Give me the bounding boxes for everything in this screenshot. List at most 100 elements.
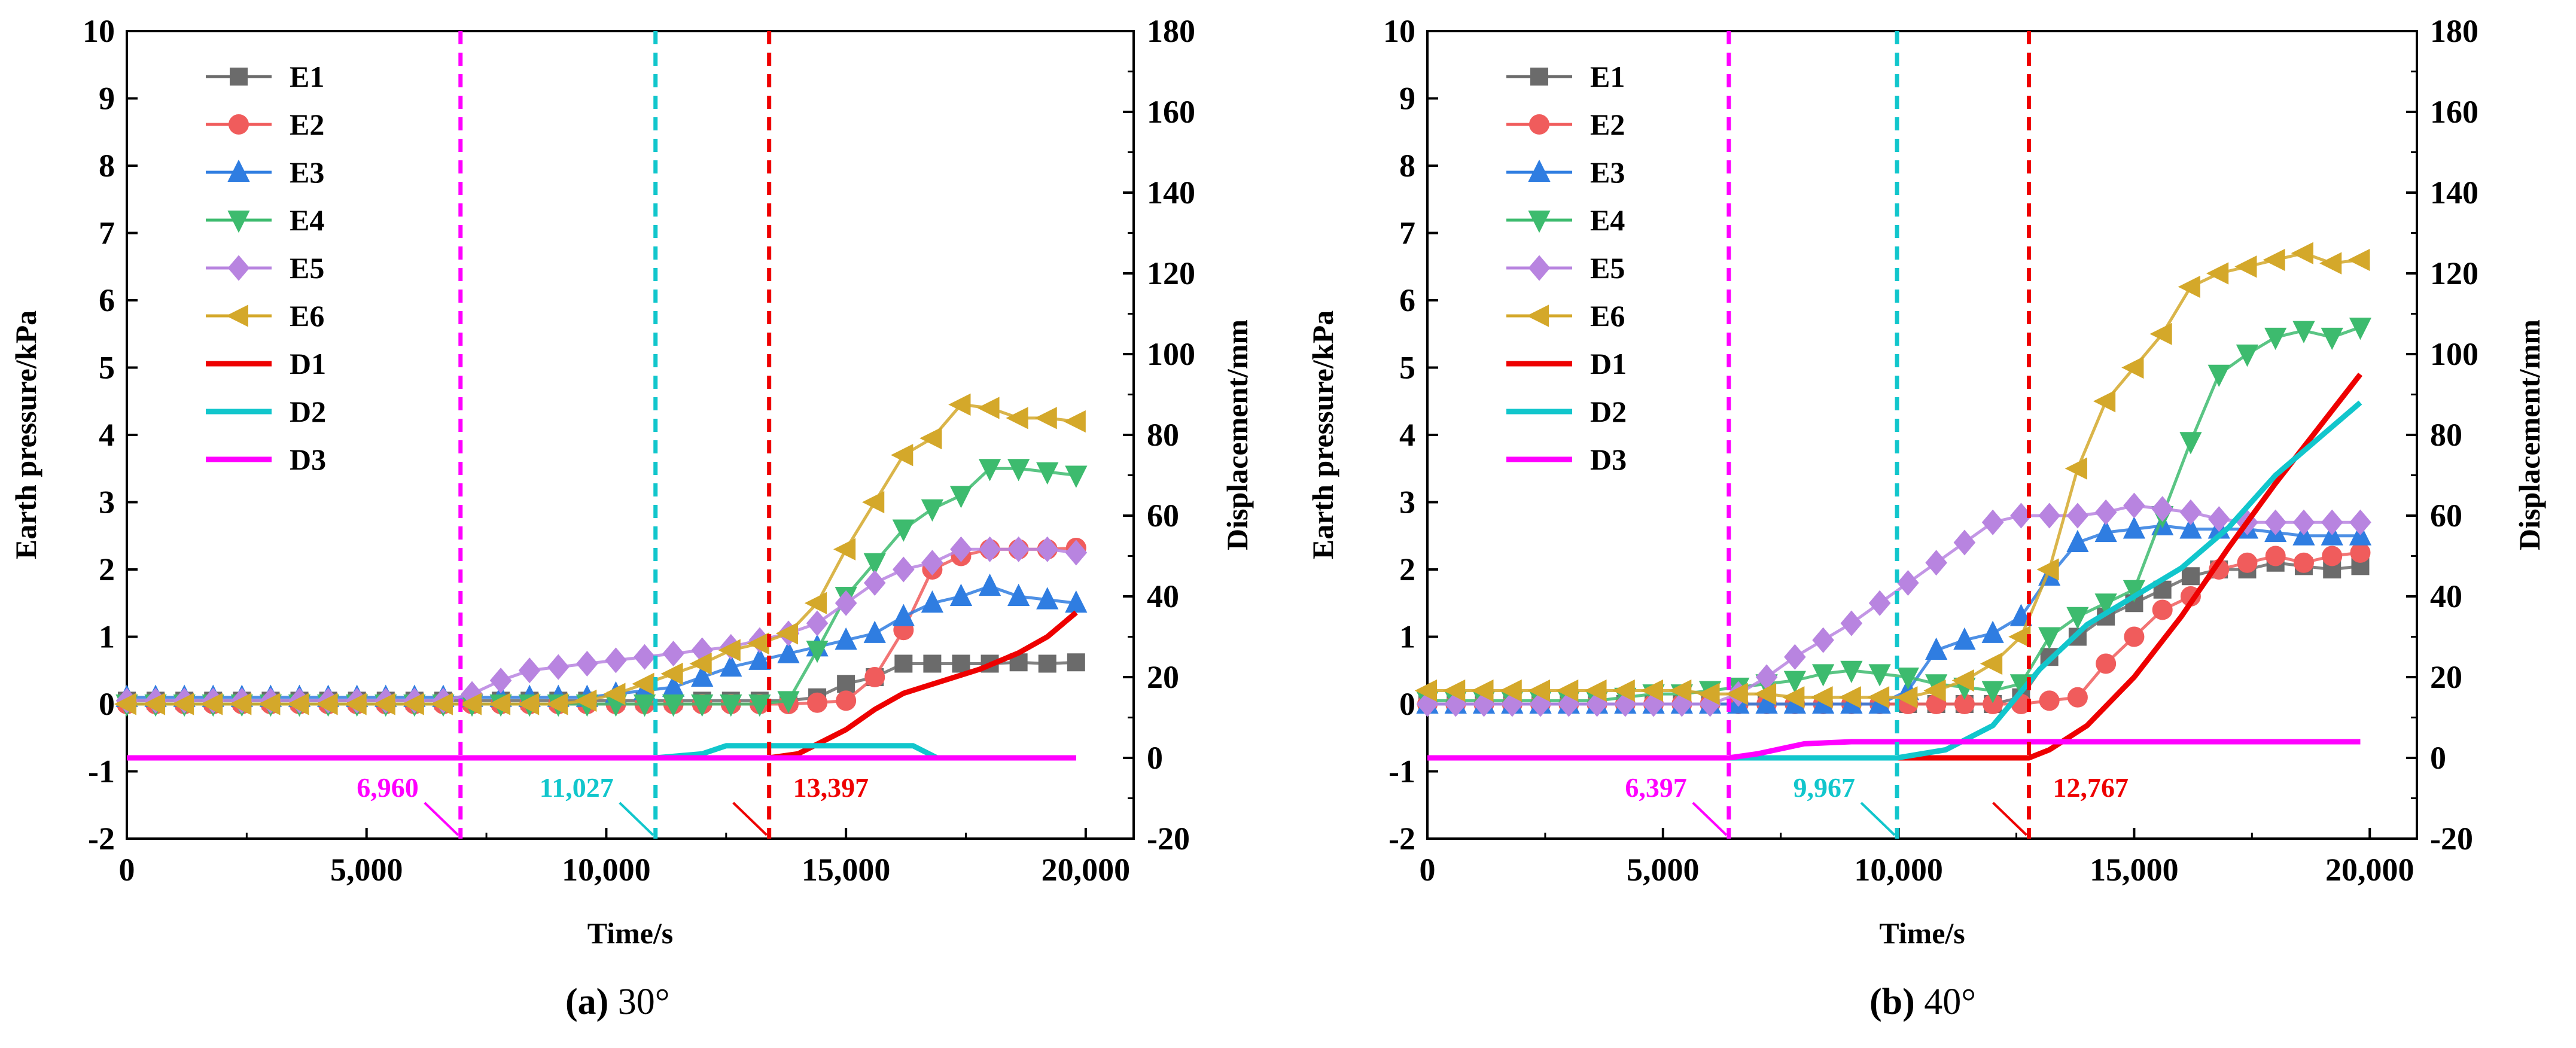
series-E3	[115, 573, 1088, 707]
y2-tick-label: 120	[1147, 255, 1195, 291]
vline-label-1: 11,027	[540, 772, 614, 803]
point-E6	[689, 652, 712, 675]
y2-tick-label: 60	[2430, 498, 2462, 534]
point-E6	[1810, 686, 1833, 709]
point-E5	[576, 650, 598, 677]
series-E5	[115, 536, 1088, 714]
legend-label-E6: E6	[1590, 299, 1625, 333]
point-E6	[1866, 686, 1890, 709]
legend-label-E4: E4	[1590, 203, 1625, 237]
point-E5	[605, 647, 627, 674]
point-E4	[2038, 627, 2061, 650]
y2-tick-label: 60	[1147, 498, 1179, 534]
y-tick-label: 3	[99, 485, 115, 520]
point-E3	[949, 583, 973, 606]
y2-tick-label: 180	[2430, 13, 2478, 49]
series-line-E5	[1427, 504, 2361, 706]
legend-item-E3: E3	[1506, 156, 1625, 189]
y2-tick-label: 80	[2430, 417, 2462, 453]
point-E6	[2178, 275, 2200, 298]
y-tick-label: 4	[1399, 417, 1415, 453]
point-E4	[691, 694, 714, 717]
y-tick-label: 5	[99, 350, 115, 386]
point-E5	[1868, 590, 1891, 616]
point-E5	[863, 569, 886, 596]
legend-item-E2: E2	[1506, 108, 1625, 141]
point-E2	[2237, 552, 2258, 573]
point-E3	[2094, 519, 2117, 543]
point-E6	[1612, 679, 1635, 702]
point-E3	[1036, 587, 1059, 610]
point-E5	[950, 536, 972, 562]
point-E1	[923, 654, 942, 673]
point-E5	[1897, 569, 1919, 596]
point-E4	[1868, 664, 1891, 687]
legend-marker-E3	[227, 159, 250, 182]
y-tick-label: 3	[1399, 485, 1415, 520]
point-E5	[662, 641, 684, 667]
point-E6	[2206, 262, 2229, 285]
y-tick-label: 4	[99, 417, 115, 453]
y-tick-label: -2	[88, 821, 115, 857]
point-E4	[2066, 607, 2089, 629]
y-tick-label: -2	[1389, 821, 1415, 857]
point-E6	[718, 639, 741, 662]
point-E6	[1669, 679, 1692, 702]
point-E6	[1443, 679, 1466, 702]
legend-label-D1: D1	[1590, 347, 1627, 380]
x-tick-label: 0	[1420, 852, 1436, 888]
point-E6	[229, 693, 252, 715]
y-axis-title: Earth pressure/kPa	[9, 310, 42, 559]
y2-tick-label: 20	[2430, 659, 2462, 695]
y-tick-label: 9	[99, 81, 115, 117]
point-E6	[1697, 683, 1720, 705]
series-E4	[1416, 318, 2372, 714]
y-tick-label: -1	[1389, 754, 1415, 790]
legend-marker-E4	[1528, 211, 1551, 233]
point-E2	[2293, 552, 2314, 573]
legend-item-D3: D3	[206, 443, 326, 476]
legend-marker-E6	[226, 304, 248, 327]
point-E6	[1725, 683, 1748, 705]
y2-tick-label: 120	[2430, 255, 2478, 291]
vline-pointer-0	[1692, 802, 1728, 836]
point-E3	[835, 627, 857, 650]
point-E6	[1414, 679, 1437, 702]
series-D1	[127, 610, 1078, 761]
y-tick-label: 2	[99, 552, 115, 587]
point-E6	[287, 693, 309, 715]
point-E4	[1007, 459, 1030, 482]
point-E6	[833, 538, 856, 560]
legend-item-D2: D2	[206, 395, 326, 428]
point-E6	[1556, 679, 1579, 702]
point-E3	[1065, 590, 1088, 613]
legend-label-E4: E4	[290, 203, 324, 237]
y-tick-label: 2	[1399, 552, 1415, 587]
point-E3	[2009, 604, 2033, 626]
point-E6	[2065, 457, 2087, 480]
point-E2	[2067, 687, 2088, 708]
y2-tick-label: 0	[1147, 740, 1163, 776]
point-E4	[633, 694, 656, 717]
point-E1	[952, 654, 970, 673]
legend-marker-E2	[229, 114, 249, 135]
point-E6	[1063, 410, 1086, 433]
legend-marker-E6	[1526, 304, 1549, 327]
vline-label-0: 6,397	[1625, 772, 1687, 803]
point-E6	[1753, 683, 1777, 705]
x-tick-label: 15,000	[802, 852, 891, 888]
y-tick-label: 0	[99, 686, 115, 722]
legend-item-D3: D3	[1506, 443, 1627, 476]
point-E6	[2263, 248, 2285, 272]
point-E5	[2123, 492, 2145, 519]
point-E6	[488, 693, 511, 715]
plot-frame	[1426, 30, 2418, 840]
point-E6	[459, 693, 482, 715]
point-E5	[634, 644, 656, 670]
y-tick-label: 0	[1399, 686, 1415, 722]
point-E4	[806, 641, 829, 663]
point-E3	[1981, 620, 2004, 643]
point-E3	[863, 620, 886, 643]
point-E4	[978, 459, 1001, 482]
point-E6	[373, 693, 395, 715]
